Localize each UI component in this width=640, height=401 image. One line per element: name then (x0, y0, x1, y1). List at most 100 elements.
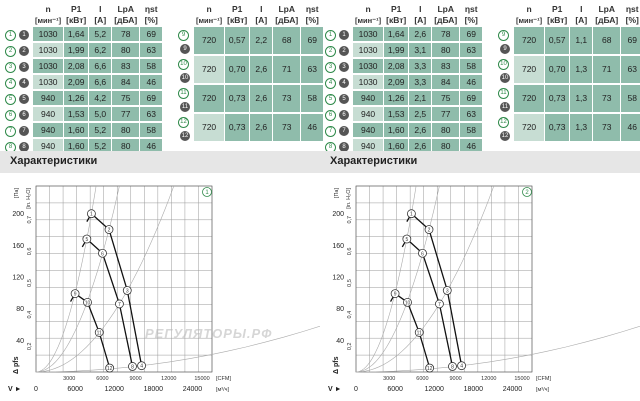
table-cell-lp: 77 (432, 107, 460, 121)
operating-point-label: 2 (108, 228, 111, 234)
table-cell-n: 720 (194, 85, 225, 112)
chart-badge-label: 2 (525, 190, 529, 196)
table-cell-n: 1030 (33, 43, 64, 57)
table-cell-lp: 73 (593, 85, 621, 112)
operating-point-badge: 3 (339, 62, 349, 72)
table-cell-i: 1,3 (570, 56, 593, 83)
table-row: 11 11 720 0,73 1,3 73 58 (497, 85, 640, 112)
operating-point-label: 6 (421, 251, 424, 257)
right-table-a: n P1 I LpA ηst [мин⁻¹] [кВт] [A] [дБА] [%] 1 1 1030 1… (324, 3, 483, 155)
table-cell-n: 720 (194, 27, 225, 54)
table-cell-p: 1,60 (384, 123, 409, 137)
column-header: P1 (545, 5, 570, 14)
table-row: 2 2 1030 1,99 3,1 80 63 (325, 43, 483, 57)
section-header-right: Характеристики (320, 151, 640, 173)
column-unit: [кВт] (384, 15, 409, 25)
x2-axis-label: [CFM] (536, 376, 551, 382)
column-unit: [%] (301, 16, 324, 25)
table-cell-e: 69 (301, 27, 324, 54)
table-row: 6 6 940 1,53 5,0 77 63 (5, 107, 163, 121)
x2-tick-label: 15000 (194, 376, 209, 382)
watermark: РЕГУЛЯТОРЫ.РФ (145, 326, 273, 341)
table-cell-lp: 73 (593, 114, 621, 141)
table-cell-i: 2,1 (409, 91, 432, 105)
operating-point-label: 4 (140, 364, 143, 370)
table-cell-p: 1,60 (64, 123, 89, 137)
column-header: n (353, 5, 384, 14)
table-cell-i: 6,2 (89, 43, 112, 57)
operating-point-label: 6 (101, 251, 104, 257)
table-cell-p: 1,64 (64, 27, 89, 41)
table-row: 3 3 1030 2,08 3,3 83 58 (325, 59, 483, 73)
table-cell-e: 69 (140, 27, 163, 41)
chart-badge-label: 1 (205, 190, 209, 196)
operating-point-label: 12 (107, 366, 113, 372)
curve-marker-outline: 9 (498, 30, 509, 41)
table-cell-e: 63 (140, 43, 163, 57)
table-cell-lp: 80 (432, 43, 460, 57)
table-cell-i: 3,1 (409, 43, 432, 57)
column-header: LpA (112, 5, 140, 14)
column-unit: [кВт] (225, 15, 250, 25)
table-cell-n: 1030 (353, 59, 384, 73)
chart-badge (522, 187, 532, 197)
operating-point-badge: 4 (19, 78, 29, 88)
table-cell-lp: 80 (432, 123, 460, 137)
table-cell-i: 2,6 (250, 114, 273, 141)
curve-marker-outline: 2 (325, 46, 336, 57)
y-axis-label: Δ pfs (333, 356, 340, 374)
table-cell-i: 5,0 (89, 107, 112, 121)
operating-point (442, 286, 452, 295)
operating-point-badge: 11 (180, 102, 190, 112)
x-axis-label: [м³/ч] (216, 387, 230, 393)
operating-point-badge: 2 (339, 46, 349, 56)
table-cell-lp: 71 (273, 56, 301, 83)
table-cell-i: 5,2 (89, 27, 112, 41)
curve-marker-outline: 1 (325, 30, 336, 41)
table-cell-lp: 80 (112, 43, 140, 57)
curve-marker-outline: 7 (5, 126, 16, 137)
column-header: n (514, 5, 545, 14)
column-header: I (89, 5, 112, 14)
column-header: P1 (384, 5, 409, 14)
column-header: I (409, 5, 432, 14)
curve-marker-outline: 5 (5, 94, 16, 105)
x2-tick-label: 3000 (63, 376, 75, 382)
right-panel: n P1 I LpA ηst [мин⁻¹] [кВт] [A] [дБА] [%] 1 1 1030 1… (320, 0, 640, 401)
table-cell-e: 58 (460, 123, 483, 137)
table-cell-i: 2,6 (250, 56, 273, 83)
column-unit: [кВт] (64, 15, 89, 25)
x-tick-label: 18000 (464, 386, 484, 393)
table-row: 10 10 720 0,70 1,3 71 63 (497, 56, 640, 83)
table-cell-i: 3,3 (409, 59, 432, 73)
table-cell-p: 0,73 (545, 85, 570, 112)
operating-point (457, 361, 467, 371)
plot-frame (355, 185, 533, 373)
curve-marker-outline: 10 (498, 59, 509, 70)
y2-tick-label: 0,7 (347, 216, 353, 224)
operating-point-badge: 6 (19, 110, 29, 120)
table-row: 4 4 1030 2,09 6,6 84 46 (5, 75, 163, 89)
curve-marker-outline: 3 (325, 62, 336, 73)
x2-tick-label: 6000 (96, 376, 108, 382)
curve-marker-outline: 3 (5, 62, 16, 73)
operating-point-label: 4 (460, 364, 463, 370)
system-curve (35, 185, 120, 373)
right-table-b: n P1 I LpA ηst [мин⁻¹] [кВт] [A] [дБА] [%] 99 720 0,… (496, 3, 640, 143)
table-cell-e: 58 (460, 59, 483, 73)
table-cell-e: 58 (140, 123, 163, 137)
table-cell-lp: 75 (432, 91, 460, 105)
table-cell-lp: 68 (593, 27, 621, 54)
table-cell-i: 2,6 (409, 123, 432, 137)
table-row: 1 1 1030 1,64 2,6 78 69 (325, 27, 483, 41)
curve-marker-outline: 7 (325, 126, 336, 137)
operating-point (104, 225, 114, 234)
operating-point-label: 12 (427, 366, 433, 372)
operating-point (128, 362, 137, 371)
table-cell-n: 940 (353, 91, 384, 105)
table-cell-p: 0,70 (545, 56, 570, 83)
column-unit: [дБА] (432, 15, 460, 25)
y-tick-label: 160 (12, 243, 24, 250)
curve-marker-outline: 11 (178, 88, 189, 99)
operating-point-badge: 1 (339, 30, 349, 40)
